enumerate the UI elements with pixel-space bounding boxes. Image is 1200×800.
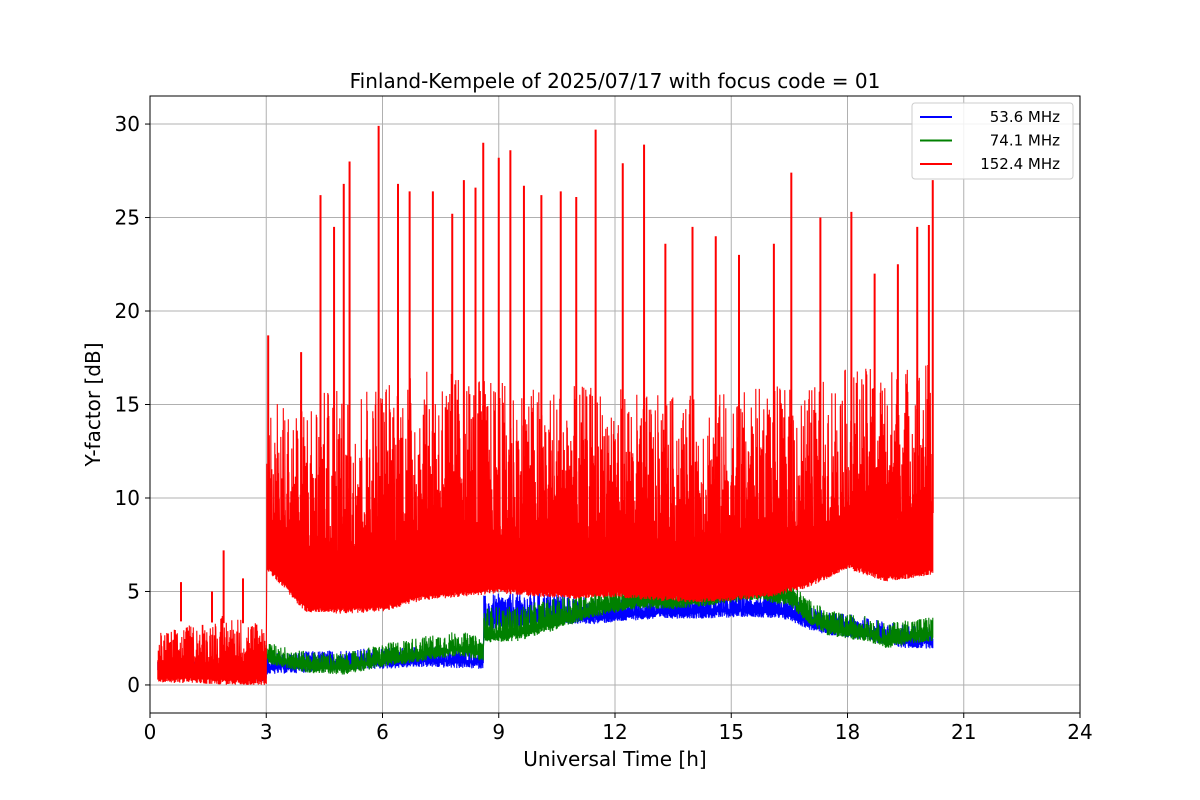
legend-label: 53.6 MHz bbox=[990, 108, 1060, 126]
y-tick-label: 10 bbox=[115, 486, 140, 510]
y-axis-label: Y-factor [dB] bbox=[81, 342, 105, 467]
axis-ticks: 0 3 6 9 12 15 18 21 24 0 5 10 15 20 25 30 bbox=[115, 112, 1093, 744]
y-tick-label: 30 bbox=[115, 112, 140, 136]
y-tick-label: 5 bbox=[127, 579, 140, 603]
y-tick-label: 0 bbox=[127, 673, 140, 697]
series-1 bbox=[265, 574, 934, 675]
x-tick-label: 0 bbox=[144, 720, 157, 744]
y-tick-label: 15 bbox=[115, 393, 140, 417]
series-trace bbox=[157, 364, 934, 685]
x-axis-label: Universal Time [h] bbox=[523, 747, 706, 771]
legend-label: 74.1 MHz bbox=[990, 132, 1060, 150]
x-tick-label: 12 bbox=[602, 720, 627, 744]
series-2 bbox=[157, 125, 934, 685]
chart-title: Finland-Kempele of 2025/07/17 with focus… bbox=[350, 69, 881, 93]
x-tick-label: 15 bbox=[719, 720, 744, 744]
series-trace bbox=[265, 574, 934, 675]
y-tick-label: 20 bbox=[115, 299, 140, 323]
y-tick-label: 25 bbox=[115, 206, 140, 230]
legend: 53.6 MHz 74.1 MHz 152.4 MHz bbox=[911, 102, 1074, 180]
x-tick-label: 18 bbox=[835, 720, 860, 744]
x-tick-label: 9 bbox=[492, 720, 505, 744]
x-tick-label: 3 bbox=[260, 720, 273, 744]
x-tick-label: 24 bbox=[1067, 720, 1092, 744]
legend-label: 152.4 MHz bbox=[980, 155, 1060, 173]
x-tick-label: 6 bbox=[376, 720, 389, 744]
legend-box bbox=[911, 102, 1074, 180]
series-layer bbox=[157, 125, 934, 685]
x-tick-label: 21 bbox=[951, 720, 976, 744]
